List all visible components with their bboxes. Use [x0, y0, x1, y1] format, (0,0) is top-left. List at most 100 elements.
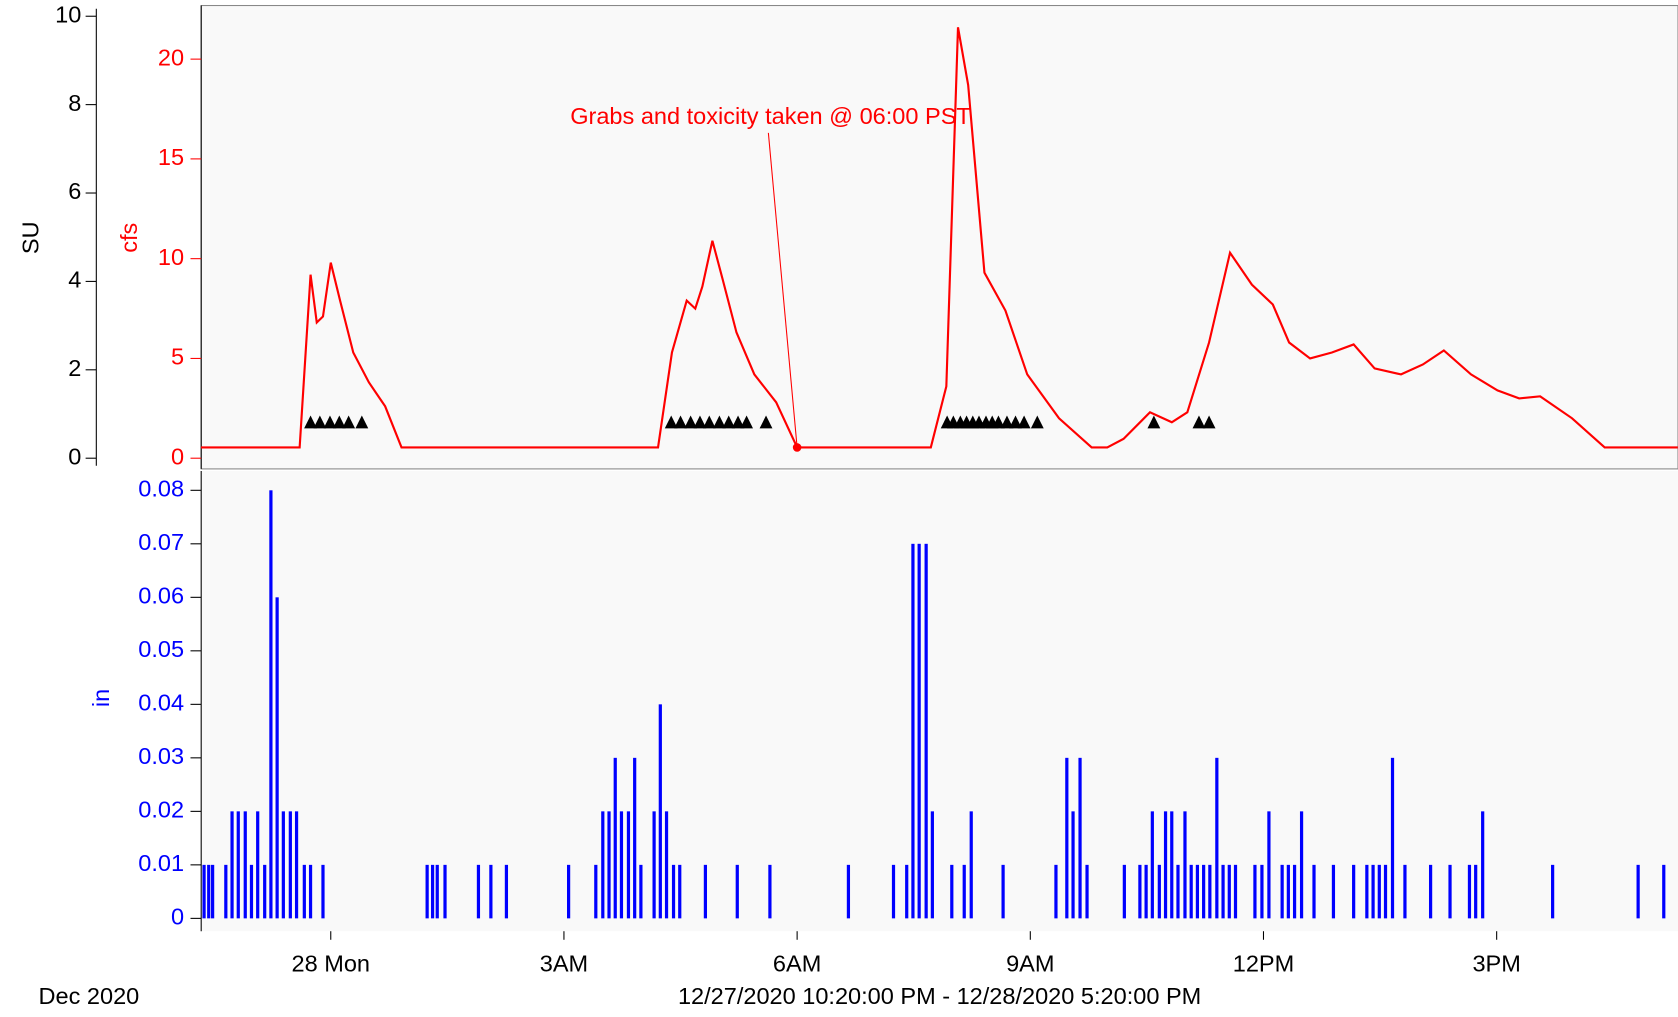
bar — [1448, 864, 1452, 919]
annotation-point — [792, 443, 802, 452]
bar — [1233, 864, 1238, 919]
bar — [601, 811, 605, 919]
x-tick-label: 6AM — [773, 951, 821, 977]
bar — [1299, 811, 1304, 919]
y2-tick-label: 20 — [158, 44, 184, 70]
flow-line — [200, 27, 1678, 449]
marker — [1192, 415, 1206, 429]
bar — [1331, 864, 1336, 919]
bar — [269, 490, 273, 919]
x-tick-label: 12PM — [1233, 951, 1294, 977]
bar — [911, 543, 915, 919]
bar — [950, 864, 954, 919]
bar — [1365, 864, 1369, 919]
range-label: 12/27/2020 10:20:00 PM - 12/28/2020 5:20… — [678, 983, 1201, 1009]
bar — [1202, 864, 1206, 919]
bar — [1215, 757, 1219, 919]
bar — [1352, 864, 1356, 919]
x-tick-label: 3PM — [1472, 951, 1520, 977]
y-tick-label: 0.05 — [138, 636, 184, 662]
y2-tick-label: 5 — [171, 344, 184, 370]
bar — [1474, 864, 1478, 919]
y-tick-label: 0.04 — [138, 690, 184, 716]
bar — [1227, 864, 1231, 919]
bar — [658, 704, 662, 919]
bar — [671, 864, 676, 919]
bar — [1001, 864, 1005, 919]
marker — [702, 415, 716, 429]
marker — [674, 415, 687, 429]
marker — [304, 415, 317, 429]
marker — [1000, 415, 1014, 429]
bar — [678, 864, 682, 919]
y-tick-label: 0.07 — [138, 529, 184, 555]
bar — [1280, 864, 1284, 919]
bar — [1481, 811, 1485, 919]
bar — [1286, 864, 1290, 919]
bar — [905, 864, 909, 919]
bar — [1371, 864, 1375, 919]
y2-axis-label: cfs — [116, 223, 142, 253]
x-tick-label: 28 Mon — [292, 951, 370, 977]
marker — [332, 415, 346, 429]
y-tick-label: 0.03 — [138, 743, 184, 769]
marker — [759, 415, 773, 429]
y-tick-label: 6 — [68, 178, 81, 204]
bar — [256, 811, 260, 919]
bar — [1221, 864, 1225, 919]
marker — [684, 415, 698, 429]
bar — [1157, 864, 1161, 919]
bar — [652, 811, 656, 919]
marker — [712, 415, 726, 429]
bar — [633, 757, 637, 919]
bar — [969, 811, 973, 919]
y-tick-label: 0.08 — [138, 476, 184, 502]
bar — [211, 864, 215, 919]
bar — [846, 864, 851, 919]
marker — [1017, 415, 1031, 429]
bar — [891, 864, 896, 919]
y-tick-label: 2 — [68, 355, 81, 381]
bar — [924, 543, 928, 919]
bar — [626, 811, 631, 919]
bar — [288, 811, 292, 919]
bar — [962, 864, 966, 919]
bar — [1267, 811, 1271, 919]
bar — [1636, 864, 1640, 919]
y-tick-label: 0 — [171, 904, 184, 930]
bar — [1390, 757, 1395, 919]
y-tick-label: 8 — [68, 90, 81, 116]
marker — [731, 415, 745, 429]
marker — [342, 415, 356, 429]
y-axis-label: in — [88, 689, 114, 707]
bar — [308, 864, 313, 919]
bar — [294, 811, 299, 919]
bar — [1065, 757, 1069, 919]
y-tick-label: 0 — [68, 443, 81, 469]
marker — [740, 415, 754, 429]
bar — [1189, 864, 1193, 919]
bar — [1085, 864, 1089, 919]
bar — [275, 597, 279, 919]
bar — [224, 864, 228, 919]
bar — [735, 864, 739, 919]
bar — [703, 864, 708, 919]
bar — [1195, 864, 1200, 919]
bar — [243, 811, 247, 919]
y2-tick-label: 0 — [171, 443, 184, 469]
bar — [1071, 811, 1075, 919]
bar — [664, 811, 669, 919]
bar — [202, 864, 206, 919]
bar — [207, 864, 211, 919]
y-tick-label: 0.06 — [138, 583, 184, 609]
date-label: Dec 2020 — [39, 983, 140, 1009]
bar — [1054, 864, 1058, 919]
bar — [1176, 864, 1180, 919]
bar — [249, 864, 254, 919]
bar — [607, 811, 611, 919]
bar — [504, 864, 509, 919]
x-tick-label: 3AM — [540, 951, 588, 977]
bar — [1551, 864, 1555, 919]
